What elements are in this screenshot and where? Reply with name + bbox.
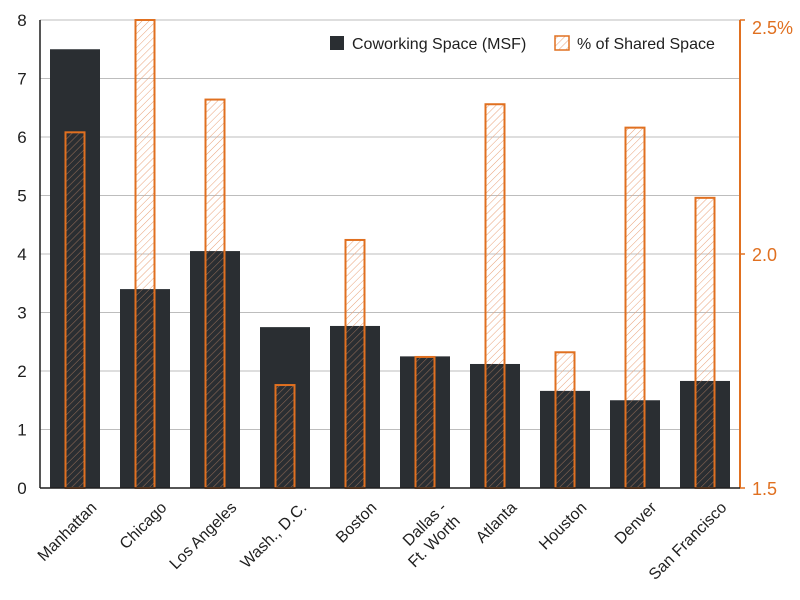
right-tick-label: 2.5% — [752, 18, 793, 38]
bar-shared-fill-overlap — [345, 325, 365, 488]
category-label-line: Manhattan — [35, 499, 100, 564]
bar-shared-fill-overlap — [275, 385, 295, 488]
bar-shared-fill-overlap — [65, 132, 85, 488]
category-label-line: Houston — [536, 499, 590, 553]
left-tick-label: 5 — [17, 187, 26, 206]
left-tick-label: 3 — [17, 304, 26, 323]
right-tick-label: 2.0 — [752, 245, 777, 265]
legend-label-coworking: Coworking Space (MSF) — [352, 36, 526, 53]
bar-shared-fill-overlap — [205, 251, 225, 488]
legend: Coworking Space (MSF) % of Shared Space — [330, 35, 715, 53]
category-label-line: Denver — [612, 499, 661, 548]
category-label: Manhattan — [35, 499, 100, 564]
shared-space-bars — [64, 19, 716, 490]
left-tick-label: 1 — [17, 421, 26, 440]
bar-shared-fill-overlap — [135, 289, 155, 488]
category-label: Los Angeles — [167, 499, 241, 573]
category-label-line: Wash., D.C. — [238, 499, 311, 572]
category-label-line: Boston — [333, 499, 380, 546]
right-axis-ticks: 1.5 2.0 2.5% — [740, 18, 793, 499]
category-label-line: Atlanta — [473, 499, 520, 546]
bar-shared-fill-overlap — [625, 400, 645, 488]
legend-label-shared: % of Shared Space — [577, 36, 715, 53]
category-label: Chicago — [117, 499, 171, 553]
category-label: Atlanta — [473, 499, 520, 546]
left-tick-label: 7 — [17, 70, 26, 89]
bar-shared-fill — [625, 127, 645, 488]
bar-shared-fill-overlap — [485, 363, 505, 488]
left-tick-label: 2 — [17, 362, 26, 381]
category-label: Denver — [612, 499, 661, 548]
left-tick-label: 8 — [17, 11, 26, 30]
right-tick-label: 1.5 — [752, 479, 777, 499]
left-tick-label: 6 — [17, 128, 26, 147]
legend-swatch-coworking — [330, 36, 344, 50]
bar-shared-fill-overlap — [415, 356, 435, 488]
category-label: Wash., D.C. — [238, 499, 311, 572]
category-label: Houston — [536, 499, 590, 553]
left-axis-ticks: 0 1 2 3 4 5 6 7 8 — [17, 11, 26, 498]
category-label: Dallas -Ft. Worth — [400, 499, 464, 571]
category-label: Boston — [333, 499, 380, 546]
left-tick-label: 0 — [17, 479, 26, 498]
bar-shared-fill-overlap — [555, 390, 575, 488]
bar-shared-fill-overlap — [695, 380, 715, 488]
left-tick-label: 4 — [17, 245, 26, 264]
category-label-line: Los Angeles — [167, 499, 241, 573]
legend-swatch-shared — [554, 35, 570, 51]
category-label-line: Chicago — [117, 499, 171, 553]
